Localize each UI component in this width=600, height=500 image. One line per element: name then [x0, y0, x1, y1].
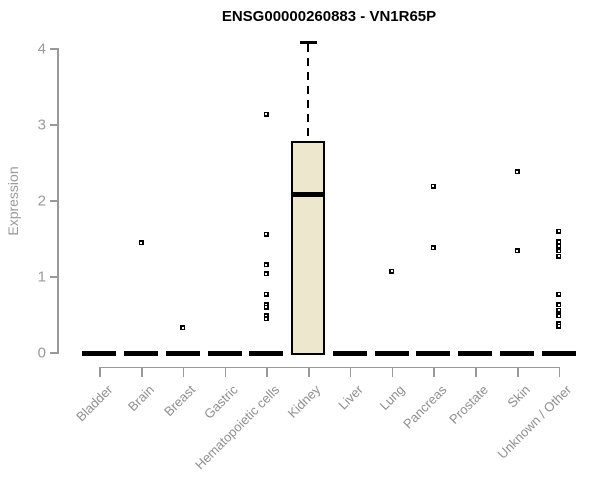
outlier-point [556, 253, 562, 259]
zero-median-bar [541, 351, 576, 356]
outlier-point [514, 248, 520, 254]
outlier-point [556, 248, 562, 254]
outlier-point [263, 271, 269, 277]
outlier-point [263, 231, 269, 237]
outlier-point [263, 291, 269, 297]
outlier-point [556, 228, 562, 234]
x-tick-label: Lung [376, 382, 408, 414]
y-tick-label: 1 [37, 268, 46, 286]
outlier-point [556, 313, 562, 319]
zero-median-bar [458, 351, 493, 356]
outlier-point [263, 262, 269, 268]
x-axis-tick [433, 366, 435, 377]
x-tick-label: Brain [124, 382, 157, 415]
outlier-point [263, 313, 269, 319]
outlier-point [389, 268, 395, 274]
outlier-point [556, 239, 562, 245]
x-tick-label: Liver [335, 382, 366, 413]
y-axis-tick [50, 200, 57, 202]
x-tick-label: Bladder [72, 382, 116, 425]
outlier-point [556, 302, 562, 308]
outlier-point [180, 325, 186, 331]
x-axis-tick [308, 366, 310, 377]
zero-median-bar [165, 351, 200, 356]
x-axis-tick [99, 366, 101, 377]
zero-median-bar [416, 351, 451, 356]
outlier-point [138, 240, 144, 246]
zero-median-bar [374, 351, 409, 356]
y-axis-tick [50, 124, 57, 126]
x-axis-tick [266, 366, 268, 377]
x-axis-tick [224, 366, 227, 377]
outlier-point [556, 307, 562, 313]
zero-median-bar [207, 351, 242, 356]
x-axis-tick [141, 366, 143, 377]
chart-title: ENSG00000260883 - VN1R65P [221, 8, 437, 25]
box-median-line [291, 192, 326, 198]
y-tick-label: 0 [37, 344, 46, 362]
x-tick-label: Skin [504, 382, 533, 411]
y-tick-label: 4 [37, 40, 46, 58]
upper-whisker [307, 44, 310, 141]
outlier-point [430, 183, 436, 189]
zero-median-bar [332, 351, 367, 356]
x-tick-label: Prostate [446, 382, 491, 427]
outlier-point [556, 291, 562, 297]
y-axis-line [57, 48, 59, 354]
outlier-point [263, 304, 269, 310]
outlier-point [430, 245, 436, 251]
x-axis-tick [517, 366, 519, 377]
whisker-cap [299, 41, 317, 44]
x-axis-tick [391, 366, 394, 377]
zero-median-bar [124, 351, 159, 356]
x-axis-line [99, 366, 561, 368]
x-axis-tick [475, 366, 477, 377]
outlier-point [514, 169, 520, 175]
y-axis-tick [50, 276, 57, 278]
x-tick-label: Pancreas [399, 382, 450, 432]
y-tick-label: 3 [37, 116, 46, 134]
x-tick-label: Gastric [200, 382, 241, 422]
outlier-point [263, 316, 269, 322]
x-axis-tick [349, 366, 352, 377]
x-tick-label: Breast [161, 382, 199, 420]
y-tick-label: 2 [37, 192, 46, 210]
zero-median-bar [82, 351, 117, 356]
zero-median-bar [249, 351, 284, 356]
x-axis-tick [182, 366, 185, 377]
y-axis-tick [50, 352, 57, 354]
kidney-box [291, 140, 326, 355]
x-tick-label: Unknown / Other [494, 382, 575, 462]
x-tick-label: Kidney [285, 382, 324, 421]
zero-median-bar [500, 351, 534, 356]
outlier-point [556, 323, 562, 329]
y-axis-tick [50, 48, 57, 50]
outlier-point [263, 111, 269, 117]
outlier-point [556, 243, 562, 249]
x-axis-tick [558, 366, 561, 377]
